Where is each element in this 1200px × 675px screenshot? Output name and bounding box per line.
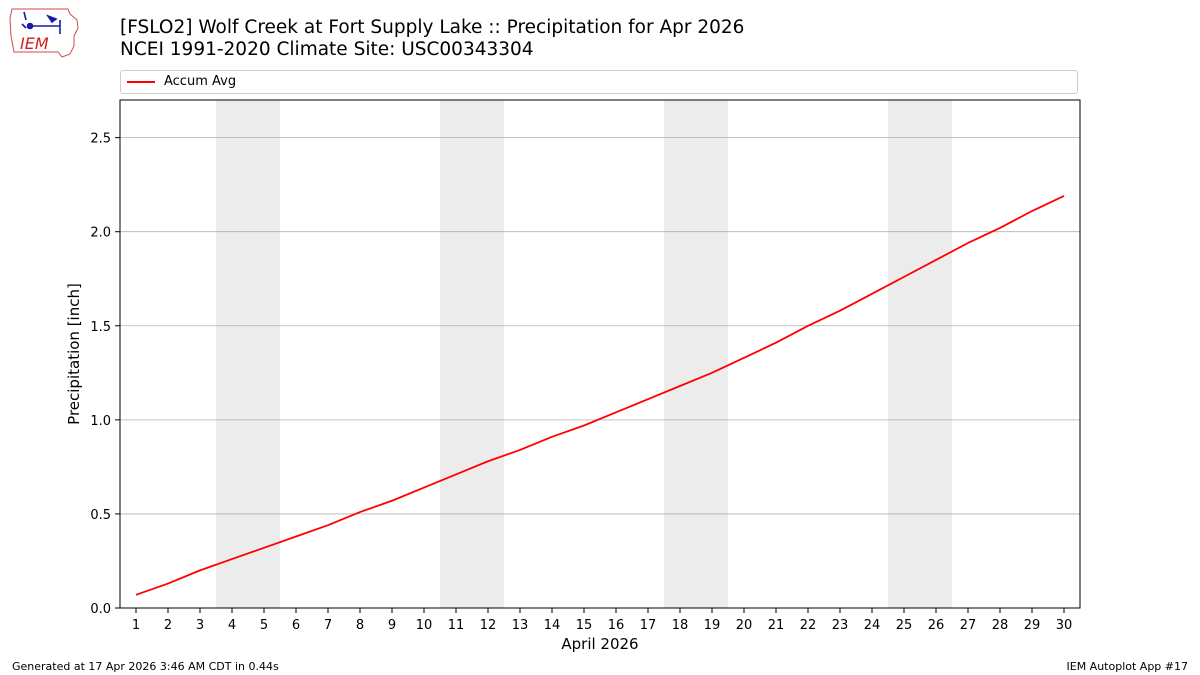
- legend: Accum Avg: [120, 70, 1078, 94]
- x-tick-label: 6: [292, 618, 300, 633]
- x-tick-label: 30: [1056, 618, 1073, 633]
- x-tick-label: 11: [448, 618, 465, 633]
- x-tick-label: 29: [1024, 618, 1041, 633]
- x-tick-label: 18: [672, 618, 689, 633]
- chart-title: [FSLO2] Wolf Creek at Fort Supply Lake :…: [120, 17, 745, 38]
- series-layer: [135, 195, 1065, 596]
- x-tick-label: 4: [228, 618, 236, 633]
- legend-label-accum-avg: Accum Avg: [164, 74, 237, 89]
- x-tick-label: 22: [800, 618, 817, 633]
- chart-subtitle: NCEI 1991-2020 Climate Site: USC00343304: [120, 39, 534, 60]
- footer-app-text: IEM Autoplot App #17: [1066, 660, 1189, 673]
- x-tick-label: 28: [992, 618, 1009, 633]
- x-axis-ticks: 1 2 3 4 5 6 7 8 9 10 11 12 13 14 15 16 17 18 19 20 21 22 23 24 2…: [132, 608, 1072, 633]
- x-tick-label: 7: [324, 618, 332, 633]
- footer-generated-text: Generated at 17 Apr 2026 3:46 AM CDT in …: [12, 660, 279, 673]
- weekend-band-2: [440, 100, 504, 608]
- y-tick-label: 0.5: [90, 508, 111, 523]
- plot-frame: [119, 99, 1081, 609]
- precipitation-chart: 1 2 3 4 5 6 7 8 9 10 11 12 13 14 15 16 17 18 19 20 21 22 23 24 2…: [65, 99, 1081, 653]
- x-tick-label: 21: [768, 618, 785, 633]
- x-tick-label: 9: [388, 618, 396, 633]
- x-tick-label: 19: [704, 618, 721, 633]
- y-axis-label: Precipitation [inch]: [65, 283, 83, 425]
- x-tick-label: 24: [864, 618, 881, 633]
- x-tick-label: 16: [608, 618, 625, 633]
- x-tick-label: 3: [196, 618, 204, 633]
- x-tick-label: 20: [736, 618, 753, 633]
- x-tick-label: 26: [928, 618, 945, 633]
- y-tick-label: 2.0: [90, 226, 111, 241]
- legend-swatch-accum-avg: [127, 81, 155, 83]
- y-axis-ticks: 0.0 0.5 1.0 1.5 2.0 2.5: [90, 132, 120, 617]
- x-tick-label: 5: [260, 618, 268, 633]
- x-tick-label: 25: [896, 618, 913, 633]
- x-axis-label: April 2026: [561, 635, 638, 653]
- x-tick-label: 1: [132, 618, 140, 633]
- weather-station-icon: [21, 11, 61, 34]
- x-tick-label: 13: [512, 618, 529, 633]
- x-tick-label: 15: [576, 618, 593, 633]
- x-tick-label: 23: [832, 618, 849, 633]
- y-tick-label: 1.0: [90, 414, 111, 429]
- weekend-band-1: [216, 100, 280, 608]
- weekend-band-4: [888, 100, 952, 608]
- iowa-outline-icon: [9, 8, 79, 58]
- iem-logo: IEM: [9, 8, 79, 58]
- weekend-bands: [216, 100, 952, 608]
- y-tick-label: 2.5: [90, 132, 111, 147]
- y-tick-label: 0.0: [90, 602, 111, 617]
- x-tick-label: 27: [960, 618, 977, 633]
- x-tick-label: 2: [164, 618, 172, 633]
- x-tick-label: 10: [416, 618, 433, 633]
- y-tick-label: 1.5: [90, 320, 111, 335]
- x-tick-label: 12: [480, 618, 497, 633]
- logo-text: IEM: [20, 34, 49, 53]
- series-line-accum-avg: [135, 195, 1065, 596]
- weekend-band-3: [664, 100, 728, 608]
- x-tick-label: 8: [356, 618, 364, 633]
- x-tick-label: 14: [544, 618, 561, 633]
- x-tick-label: 17: [640, 618, 657, 633]
